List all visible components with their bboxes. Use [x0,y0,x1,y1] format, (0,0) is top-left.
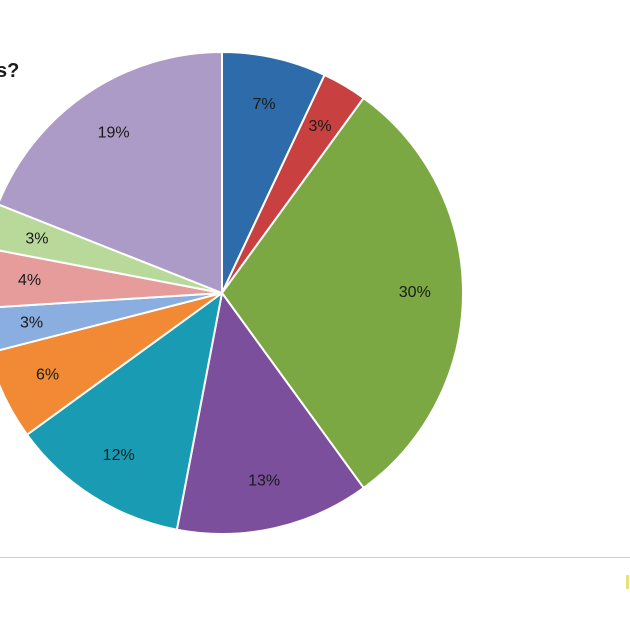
slice-data-label-8: 4% [18,272,41,289]
chart-title-fragment: s? [0,60,20,82]
chart-frame-bottom-border [0,557,630,558]
pie-slice-10 [0,50,223,295]
slice-data-label-1: 7% [253,96,276,113]
pie-slice-1 [221,50,326,294]
slice-data-label-5: 12% [103,447,135,464]
slice-data-label-6: 6% [36,366,59,383]
slice-data-label-2: 3% [309,118,332,135]
slice-data-label-10: 19% [98,125,130,142]
pie-slice-4 [175,290,366,535]
pie-slice-5 [25,290,224,531]
pie-slice-3 [220,96,464,490]
slice-data-label-3: 30% [399,284,431,301]
edge-mark [626,575,629,589]
pie-slice-7 [0,292,223,352]
slice-data-label-7: 3% [20,314,43,331]
slice-data-label-4: 13% [248,472,280,489]
slice-data-label-9: 3% [25,230,48,247]
pie-slice-8 [0,249,223,308]
pie-slice-6 [0,292,223,437]
